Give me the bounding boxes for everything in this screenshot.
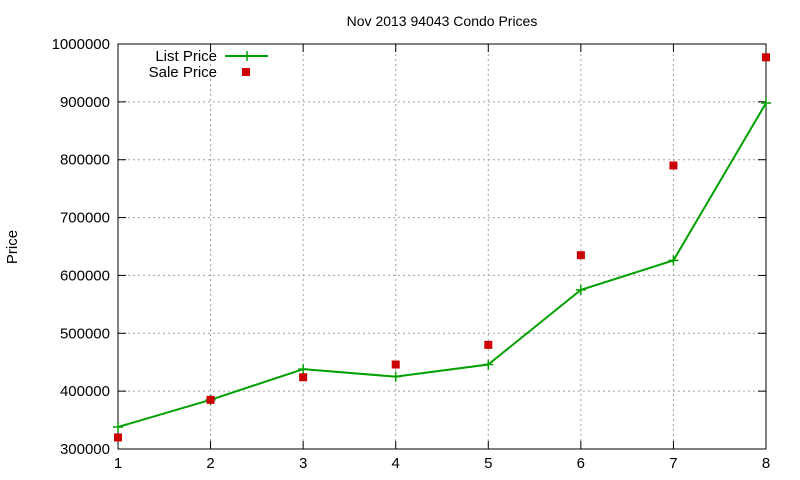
legend-label-list-price: List Price — [155, 48, 217, 65]
legend-marker-sale-price — [242, 68, 250, 76]
y-tick-label: 400000 — [60, 383, 110, 400]
x-tick-label: 4 — [392, 455, 400, 472]
sale-price-point — [762, 53, 770, 62]
y-tick-label: 700000 — [60, 210, 110, 227]
plot-border — [117, 43, 767, 450]
sale-price-point — [391, 360, 400, 369]
x-tick-label: 7 — [669, 455, 677, 472]
list-price-point — [390, 371, 401, 382]
x-tick-label: 5 — [484, 455, 492, 472]
y-tick-label: 800000 — [60, 152, 110, 169]
x-tick-label: 3 — [299, 455, 307, 472]
sale-price-point — [299, 373, 308, 382]
legend-marker-list-price — [242, 51, 252, 61]
list-price-point — [668, 255, 679, 266]
y-tick-labels: 300000 400000 500000 600000 700000 800000 9000… — [52, 36, 110, 458]
x-tick-label: 8 — [762, 455, 770, 472]
sale-price-point — [114, 433, 122, 442]
y-tick-label: 600000 — [60, 267, 110, 284]
y-tick-label: 1000000 — [52, 36, 110, 53]
x-tick-labels: 1 2 3 4 5 6 7 8 — [114, 455, 770, 472]
list-price-point — [761, 98, 771, 109]
sale-price-point — [669, 161, 678, 170]
list-price-line — [117, 102, 767, 428]
y-axis-label: Price — [4, 230, 21, 264]
x-tick-label: 6 — [577, 455, 585, 472]
sale-price-point — [484, 340, 493, 349]
axis-ticks — [117, 43, 767, 450]
x-tick-label: 1 — [114, 455, 122, 472]
chart-title: Nov 2013 94043 Condo Prices — [347, 13, 538, 29]
list-price-point — [575, 284, 586, 295]
y-tick-label: 300000 — [60, 441, 110, 458]
y-tick-label: 500000 — [60, 325, 110, 342]
x-tick-label: 2 — [206, 455, 214, 472]
legend: List Price Sale Price — [149, 48, 268, 81]
list-price-point — [483, 359, 494, 370]
sale-price-point — [576, 251, 585, 260]
sale-price-point — [206, 395, 215, 404]
list-price-point — [113, 422, 123, 433]
list-price-point — [298, 364, 309, 375]
series-layer — [113, 53, 771, 442]
legend-label-sale-price: Sale Price — [149, 64, 217, 81]
y-tick-label: 900000 — [60, 94, 110, 111]
grid-lines — [118, 44, 766, 449]
